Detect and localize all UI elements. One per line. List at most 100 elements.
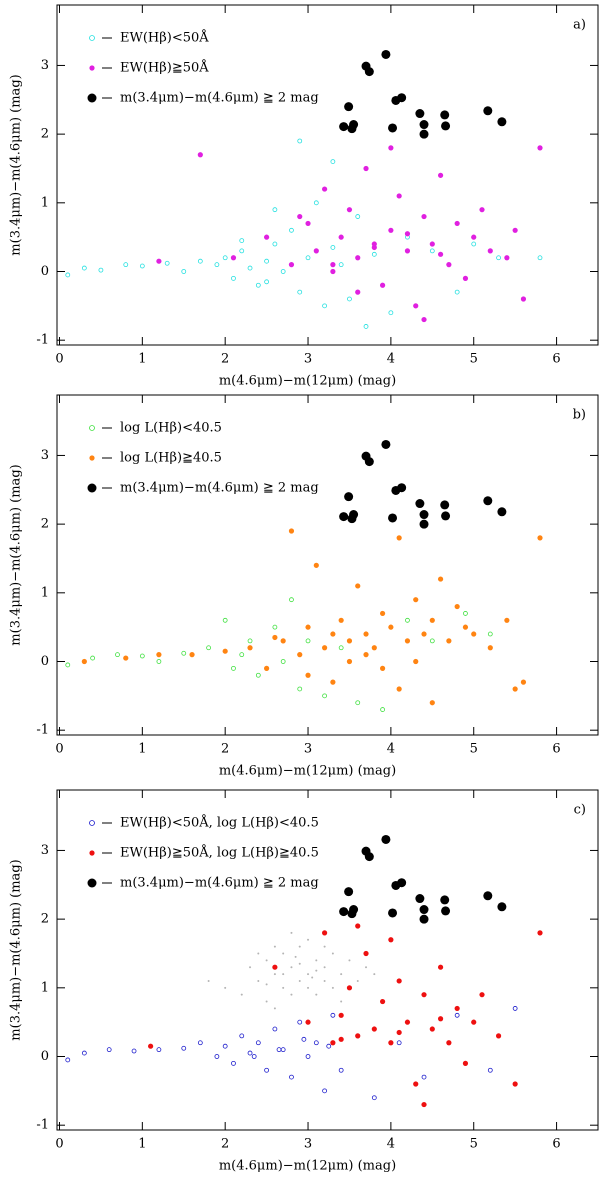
data-point <box>396 535 402 541</box>
legend-marker <box>89 455 95 461</box>
data-point <box>164 260 170 266</box>
plot-frame <box>56 4 599 346</box>
data-point <box>413 658 419 665</box>
data-point <box>471 241 477 247</box>
x-tick-label: 0 <box>55 742 63 757</box>
x-tick-label: 2 <box>221 742 229 757</box>
data-point <box>313 562 319 568</box>
data-point <box>288 262 295 268</box>
data-point <box>487 248 493 254</box>
data-point <box>381 834 391 844</box>
data-point <box>512 1006 518 1011</box>
data-point <box>323 979 326 982</box>
data-point <box>355 923 361 929</box>
data-point <box>365 966 368 969</box>
data-point <box>415 894 425 904</box>
data-point <box>264 279 270 285</box>
data-point <box>404 248 411 254</box>
data-point <box>363 631 369 637</box>
data-point <box>115 652 120 658</box>
panel: 0 1 2 3 4 5 6 -1 0 1 2 3 EW(Hβ)<50Å, log L(Hβ)<40.5 E… <box>9 789 599 1174</box>
panel-label: b) <box>573 408 586 423</box>
data-point <box>297 213 303 220</box>
data-point <box>206 645 212 651</box>
data-point <box>441 906 451 916</box>
legend-label: m(3.4μm)−m(4.6μm) ≧ 2 mag <box>120 876 319 891</box>
data-point <box>440 500 450 510</box>
x-tick-label: 6 <box>552 1137 560 1152</box>
data-point <box>379 998 386 1005</box>
x-axis-label: m(4.6μm)−m(12μm) (mag) <box>219 374 396 389</box>
data-point <box>440 110 450 120</box>
data-point <box>247 265 253 271</box>
data-point <box>419 510 429 520</box>
data-point <box>454 289 460 295</box>
data-point <box>356 979 359 982</box>
data-point <box>355 1033 361 1039</box>
data-point <box>339 907 349 917</box>
data-point <box>323 966 326 969</box>
data-point <box>471 631 477 637</box>
data-point <box>504 255 510 261</box>
data-point <box>297 1019 303 1025</box>
data-point <box>349 510 359 520</box>
data-point <box>273 945 276 948</box>
data-point <box>272 1026 278 1032</box>
data-point <box>371 1026 377 1032</box>
data-point <box>181 650 187 656</box>
data-point <box>346 658 353 665</box>
data-point <box>520 679 527 685</box>
data-point <box>288 528 295 534</box>
data-point <box>156 659 162 664</box>
data-point <box>415 499 425 509</box>
data-point <box>255 282 261 288</box>
data-point <box>90 655 96 661</box>
data-point <box>265 959 268 962</box>
data-point <box>339 122 349 132</box>
data-point <box>313 200 319 206</box>
data-point <box>415 109 425 119</box>
x-tick-label: 5 <box>470 352 478 367</box>
data-point <box>388 145 394 151</box>
y-tick-label: 2 <box>41 127 49 142</box>
data-point <box>297 138 303 144</box>
data-point <box>413 303 419 309</box>
data-point <box>313 1040 319 1046</box>
legend-label: m(3.4μm)−m(4.6μm) ≧ 2 mag <box>120 481 319 496</box>
data-point <box>222 648 228 654</box>
data-point <box>371 1095 377 1101</box>
data-point <box>520 296 527 302</box>
panel-label: a) <box>573 18 586 33</box>
x-tick-label: 1 <box>138 1137 146 1152</box>
data-point <box>338 1012 344 1018</box>
data-point <box>497 902 507 912</box>
data-point <box>419 905 429 915</box>
data-point <box>419 129 429 139</box>
data-point <box>388 310 394 316</box>
data-point <box>338 1067 344 1073</box>
data-point <box>388 908 398 918</box>
data-point <box>537 930 543 936</box>
data-point <box>347 296 352 302</box>
data-point <box>156 1047 162 1053</box>
data-point <box>313 248 319 254</box>
data-point <box>315 969 318 972</box>
x-tick-label: 3 <box>304 1137 312 1152</box>
data-point <box>397 483 407 493</box>
y-axis-label: m(3.4μm)−m(4.6μm) (mag) <box>9 464 24 645</box>
data-point <box>487 1067 493 1073</box>
data-point <box>272 634 278 641</box>
data-point <box>81 1050 87 1056</box>
data-point <box>487 631 493 637</box>
legend-label: EW(Hβ)<50Å, log L(Hβ)<40.5 <box>120 815 319 831</box>
data-point <box>429 638 435 644</box>
data-point <box>282 986 285 989</box>
data-point <box>388 1040 394 1046</box>
data-point <box>264 258 270 264</box>
data-point <box>363 165 369 172</box>
data-point <box>280 269 286 274</box>
data-point <box>197 258 203 264</box>
data-point <box>355 700 361 706</box>
data-point <box>404 638 411 644</box>
x-axis-label: m(4.6μm)−m(12μm) (mag) <box>219 764 396 779</box>
